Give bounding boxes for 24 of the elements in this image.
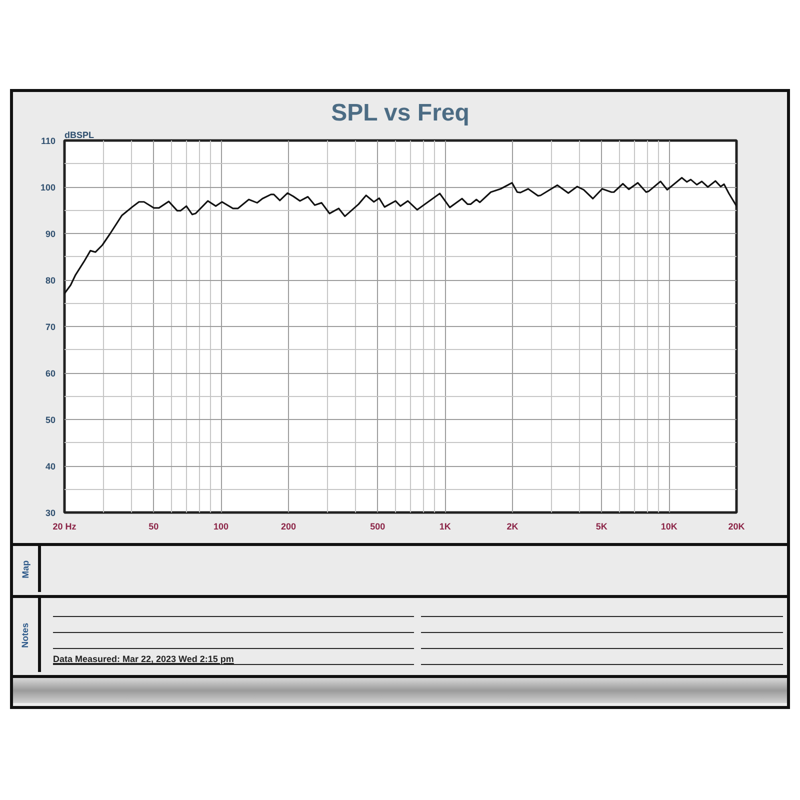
y-tick-label: 50 [45, 415, 56, 425]
x-tick-label: 5K [596, 522, 608, 532]
y-tick-label: 110 [40, 136, 56, 146]
y-tick-label: 40 [45, 462, 56, 472]
y-tick-label: 60 [45, 368, 56, 378]
x-tick-label: 1K [439, 522, 452, 532]
x-tick-label: 20K [728, 522, 746, 532]
x-tick-label: 20 Hz [52, 522, 77, 532]
y-tick-label: 30 [45, 508, 56, 518]
y-tick-label: 90 [45, 229, 56, 239]
x-tick-label: 10K [660, 522, 678, 532]
y-tick-label: 70 [45, 322, 56, 332]
y-tick-label: 80 [45, 276, 56, 286]
x-tick-label: 500 [370, 522, 386, 532]
text: Notes [19, 622, 32, 648]
chart-title: SPL vs Freq [331, 100, 470, 126]
y-axis-title: dBSPL [64, 130, 95, 140]
text: Data Measured: Mar 22, 2023 Wed 2:15 pm [53, 653, 234, 666]
x-tick-label: 200 [280, 522, 296, 532]
text: Map [19, 560, 32, 578]
x-tick-label: 2K [506, 522, 519, 532]
x-tick-label: 100 [214, 522, 229, 532]
x-tick-label: 50 [148, 522, 159, 532]
y-tick-label: 100 [40, 182, 56, 192]
